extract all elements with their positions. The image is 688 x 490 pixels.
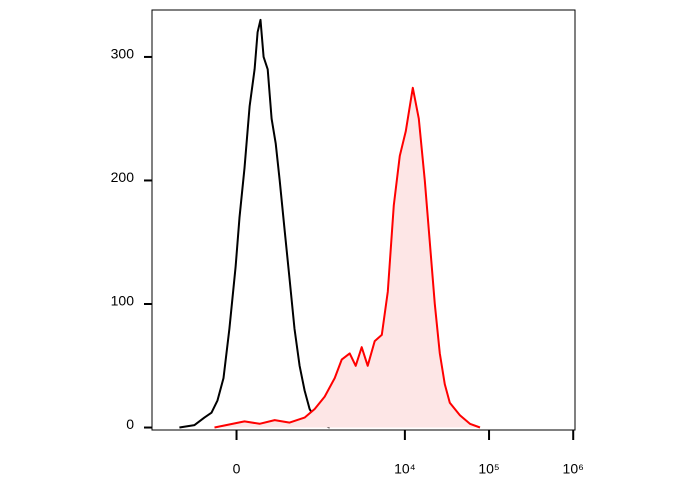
y-tick-label: 0 xyxy=(126,416,134,432)
area xyxy=(214,87,480,428)
y-tick-label: 100 xyxy=(111,293,135,309)
x-tick-label: 0 xyxy=(233,461,241,477)
plot-frame xyxy=(151,9,576,431)
line xyxy=(214,86,481,429)
x-tick-label: 10⁴ xyxy=(394,461,416,477)
line xyxy=(179,18,331,429)
x-tick-label: 10⁵ xyxy=(478,461,499,477)
x-tick-label: 10⁶ xyxy=(563,461,584,477)
y-tick-label: 200 xyxy=(111,169,135,185)
y-tick-label: 300 xyxy=(111,46,135,62)
